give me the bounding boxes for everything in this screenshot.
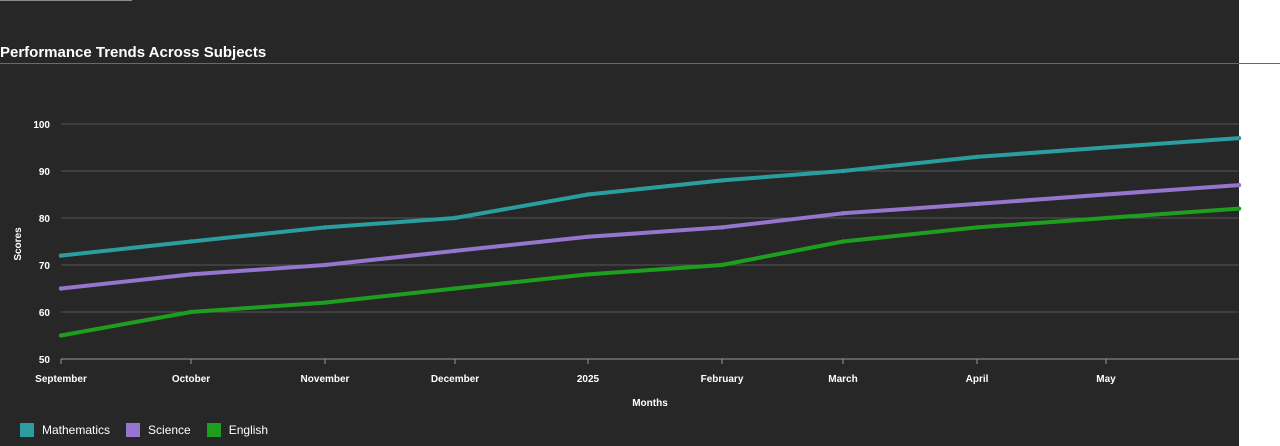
legend-label: Science: [148, 423, 191, 437]
data-point[interactable]: [585, 192, 591, 197]
series-line[interactable]: [59, 136, 1241, 258]
data-point[interactable]: [840, 168, 846, 174]
data-point[interactable]: [188, 272, 194, 277]
data-point[interactable]: [585, 272, 591, 277]
y-tick-label: 100: [33, 120, 50, 131]
data-point[interactable]: [188, 239, 194, 244]
x-tick-label: February: [701, 374, 744, 385]
data-point[interactable]: [452, 286, 458, 291]
data-point[interactable]: [840, 211, 846, 216]
series-english[interactable]: [58, 206, 1242, 338]
title-divider: [0, 63, 1280, 64]
x-tick-label: September: [35, 374, 87, 385]
data-point[interactable]: [188, 309, 194, 315]
series-mathematics[interactable]: [58, 135, 1242, 258]
legend-item-mathematics[interactable]: Mathematics: [20, 423, 110, 437]
legend: Mathematics Science English: [20, 423, 284, 437]
data-point[interactable]: [322, 300, 328, 305]
series-line[interactable]: [59, 183, 1241, 291]
data-point[interactable]: [1103, 145, 1109, 150]
data-point[interactable]: [974, 154, 980, 160]
data-point[interactable]: [1236, 182, 1242, 188]
data-point[interactable]: [58, 333, 64, 338]
y-tick-label: 50: [39, 355, 51, 366]
data-point[interactable]: [585, 234, 591, 239]
data-point[interactable]: [840, 239, 846, 244]
top-tab-indicator: [0, 0, 132, 1]
data-point[interactable]: [974, 201, 980, 207]
legend-swatch: [206, 423, 221, 437]
x-axis-ticks: September October November December 2025 Febr…: [35, 359, 1116, 385]
y-tick-label: 70: [39, 261, 51, 272]
x-tick-label: 2025: [577, 374, 600, 385]
x-tick-label: December: [431, 374, 479, 385]
x-axis-label: Months: [632, 398, 668, 409]
y-tick-label: 90: [39, 167, 51, 178]
chart-title: Performance Trends Across Subjects: [0, 44, 267, 61]
data-point[interactable]: [322, 262, 328, 268]
data-point[interactable]: [452, 248, 458, 254]
data-point[interactable]: [1236, 135, 1242, 141]
series-lines: [58, 135, 1242, 338]
series-science[interactable]: [58, 182, 1242, 291]
x-tick-label: November: [301, 374, 350, 385]
y-axis-ticks: 50 60 70 80 90 100: [33, 120, 50, 366]
x-tick-label: May: [1096, 374, 1116, 385]
data-point[interactable]: [719, 262, 725, 268]
legend-label: Mathematics: [42, 423, 111, 437]
data-point[interactable]: [1236, 206, 1242, 211]
legend-item-english[interactable]: English: [206, 423, 269, 437]
series-line[interactable]: [59, 206, 1241, 338]
data-point[interactable]: [452, 215, 458, 221]
data-point[interactable]: [1103, 215, 1109, 221]
x-tick-label: March: [828, 374, 857, 385]
x-tick-label: October: [172, 374, 210, 385]
data-point[interactable]: [322, 225, 328, 230]
data-point[interactable]: [58, 286, 64, 291]
y-axis-label: Scores: [13, 227, 24, 261]
data-point[interactable]: [719, 225, 725, 230]
y-tick-label: 80: [39, 214, 51, 225]
legend-label: English: [228, 423, 269, 437]
data-point[interactable]: [1103, 192, 1109, 197]
legend-swatch: [20, 423, 34, 437]
y-tick-label: 60: [39, 308, 51, 319]
data-point[interactable]: [719, 178, 725, 183]
grid-lines: [61, 123, 1239, 360]
legend-item-science[interactable]: Science: [126, 423, 191, 437]
x-tick-label: April: [966, 374, 989, 385]
legend-swatch: [126, 423, 141, 437]
data-point[interactable]: [58, 253, 64, 258]
data-point[interactable]: [974, 225, 980, 230]
